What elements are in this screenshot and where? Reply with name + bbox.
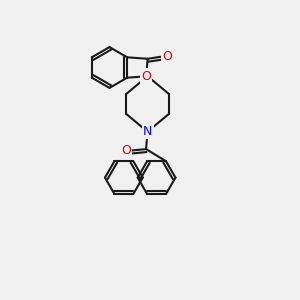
- Text: O: O: [141, 70, 151, 83]
- Text: O: O: [162, 50, 172, 63]
- Text: O: O: [121, 144, 131, 157]
- Text: N: N: [143, 125, 152, 138]
